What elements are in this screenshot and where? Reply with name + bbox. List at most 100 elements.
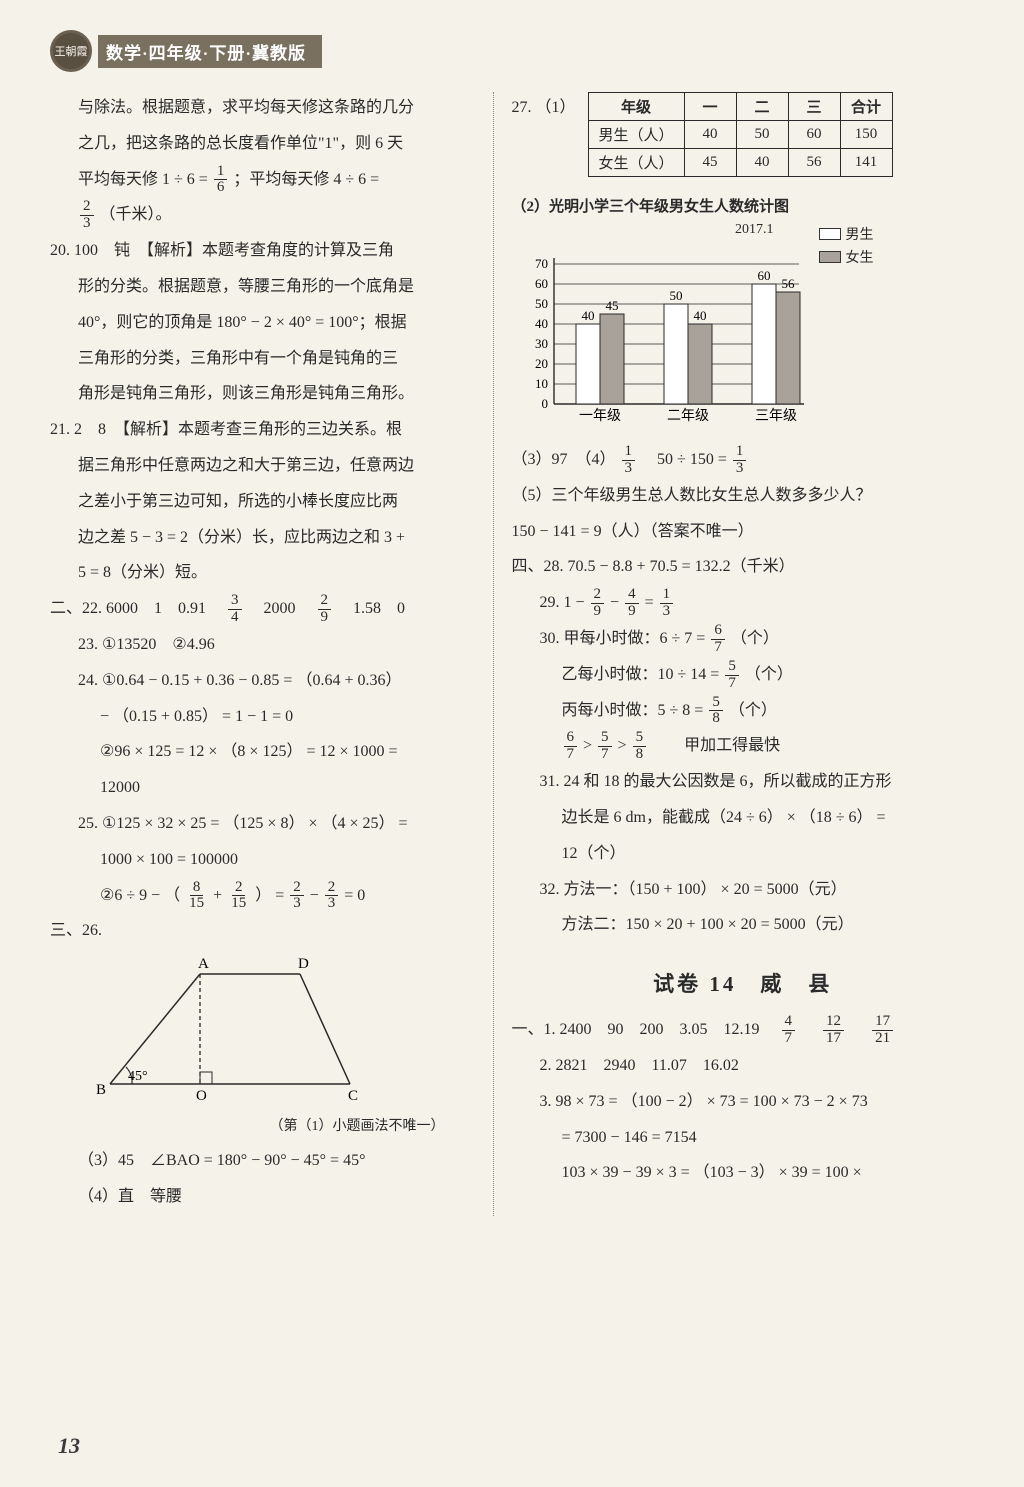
svg-text:56: 56 <box>781 276 795 291</box>
page-header: 王朝霞 数学·四年级·下册·冀教版 <box>50 30 974 72</box>
table-row: 女生（人） 45 40 56 141 <box>588 149 892 177</box>
geometry-figure: A D B C O 45° <box>90 954 475 1109</box>
angle-label: 45° <box>128 1069 148 1084</box>
section-3-q26: 三、26. <box>50 915 475 948</box>
svg-text:三年级: 三年级 <box>755 408 797 424</box>
legend-label: 女生 <box>846 247 874 267</box>
text-fragment: 50 ÷ 150 = <box>641 451 731 468</box>
q27-5-l2: 150 − 141 = 9（人）（答案不唯一） <box>512 516 974 549</box>
cell: 56 <box>788 149 840 177</box>
svg-text:60: 60 <box>757 268 770 283</box>
p2-q3-l3: 103 × 39 − 39 × 3 = （103 − 3） × 39 = 100… <box>512 1157 974 1190</box>
text-line: 三角形的分类，三角形中有一个角是钝角的三 <box>50 343 475 376</box>
vertex-a: A <box>198 956 209 972</box>
legend-label: 男生 <box>846 224 874 244</box>
q29: 29. 1 − 29 − 49 = 13 <box>512 587 974 620</box>
fraction: 13 <box>733 444 747 477</box>
q31-l2: 边长是 6 dm，能截成（24 ÷ 6） × （18 ÷ 6） = <box>512 802 974 835</box>
publisher-badge: 王朝霞 <box>50 30 92 72</box>
chart-title: （2）光明小学三个年级男女生人数统计图 <box>512 195 974 216</box>
text-fragment: （个） <box>745 666 793 683</box>
p2-q3-l2: = 7300 − 146 = 7154 <box>512 1122 974 1155</box>
vertex-c: C <box>348 1088 358 1104</box>
text-line: 23 （千米）。 <box>50 199 475 232</box>
text-fragment: 甲加工得最快 <box>652 737 780 754</box>
vertex-b: B <box>96 1082 106 1098</box>
text-fragment: 丙每小时做：5 ÷ 8 = <box>562 702 708 719</box>
text-line: 之几，把这条路的总长度看作单位"1"，则 6 天 <box>50 128 475 161</box>
svg-text:30: 30 <box>535 336 548 351</box>
trapezoid-svg: A D B C O 45° <box>90 954 370 1104</box>
fraction: 29 <box>591 587 605 620</box>
q20-line: 20. 100 钝 【解析】本题考查角度的计算及三角 <box>50 235 475 268</box>
text-fragment: 1.58 0 <box>337 600 405 617</box>
fraction: 13 <box>660 587 674 620</box>
text-fragment: 一、1. 2400 90 200 3.05 12.19 <box>512 1021 776 1038</box>
col-header: 合计 <box>840 93 892 121</box>
text-line: 40°，则它的顶角是 180° − 2 × 40° = 100°；根据 <box>50 307 475 340</box>
q27-label: 27. （1） <box>512 92 576 124</box>
svg-text:40: 40 <box>581 308 594 323</box>
text-fragment: 二、22. 6000 1 0.91 <box>50 600 222 617</box>
header-title: 数学·四年级·下册·冀教版 <box>98 35 322 68</box>
text-fragment: ；平均每天修 4 ÷ 6 = <box>233 171 379 188</box>
fraction: 29 <box>318 593 332 626</box>
q25-line: 25. ①125 × 32 × 25 = （125 × 8） × （4 × 25… <box>50 808 475 841</box>
sec4-q28: 四、28. 70.5 − 8.8 + 70.5 = 132.2（千米） <box>512 551 974 584</box>
cell: 141 <box>840 149 892 177</box>
text-line: ②96 × 125 = 12 × （8 × 125） = 12 × 1000 = <box>50 736 475 769</box>
text-fragment: 乙每小时做：10 ÷ 14 = <box>562 666 724 683</box>
chart-date: 2017.1 <box>735 222 774 238</box>
q31-l1: 31. 24 和 18 的最大公因数是 6，所以截成的正方形 <box>512 766 974 799</box>
right-column: 27. （1） 年级 一 二 三 合计 男生（人） 40 50 60 150 <box>494 92 974 1216</box>
vertex-o: O <box>196 1088 207 1104</box>
svg-text:0: 0 <box>541 396 548 411</box>
cell: 150 <box>840 121 892 149</box>
fraction: 215 <box>228 880 249 913</box>
text-fragment: = <box>645 594 658 611</box>
cell: 50 <box>736 121 788 149</box>
text-fragment: + <box>213 887 226 904</box>
text-line: 5 = 8（分米）短。 <box>50 557 475 590</box>
fraction: 34 <box>228 593 242 626</box>
table-header-row: 年级 一 二 三 合计 <box>588 93 892 121</box>
text-line: 据三角形中任意两边之和大于第三边，任意两边 <box>50 450 475 483</box>
q26-4: （4）直 等腰 <box>50 1181 475 1214</box>
fraction: 57 <box>725 659 739 692</box>
svg-text:60: 60 <box>535 276 548 291</box>
svg-text:50: 50 <box>669 288 682 303</box>
text-fragment: （千米）。 <box>100 206 172 223</box>
cell: 40 <box>736 149 788 177</box>
cell: 40 <box>684 121 736 149</box>
fraction: 67 <box>711 623 725 656</box>
p2-q1: 一、1. 2400 90 200 3.05 12.19 47 1217 1721 <box>512 1014 974 1047</box>
fraction: 58 <box>709 695 723 728</box>
svg-text:40: 40 <box>693 308 706 323</box>
text-line: 之差小于第三边可知，所选的小棒长度应比两 <box>50 486 475 519</box>
svg-text:70: 70 <box>535 256 548 271</box>
text-line: 边之差 5 − 3 = 2（分米）长，应比两边之和 3 + <box>50 522 475 555</box>
fraction: 47 <box>782 1014 796 1047</box>
svg-text:40: 40 <box>535 316 548 331</box>
text-line: 与除法。根据题意，求平均每天修这条路的几分 <box>50 92 475 125</box>
cell: 男生（人） <box>588 121 684 149</box>
q26-3: （3）45 ∠BAO = 180° − 90° − 45° = 45° <box>50 1145 475 1178</box>
bar-chart: 2017.1 男生 女生 0102030405060704045一年级5040二… <box>524 222 864 432</box>
cell: 女生（人） <box>588 149 684 177</box>
fraction: 815 <box>186 880 207 913</box>
fraction: 1217 <box>823 1014 844 1047</box>
q27-3: （3）97 （4） 13 50 ÷ 150 = 13 <box>512 444 974 477</box>
left-column: 与除法。根据题意，求平均每天修这条路的几分 之几，把这条路的总长度看作单位"1"… <box>50 92 494 1216</box>
q27-5-l1: （5）三个年级男生总人数比女生总人数多多少人？ <box>512 480 974 513</box>
text-line: 形的分类。根据题意，等腰三角形的一个底角是 <box>50 271 475 304</box>
text-fragment: ） = <box>255 887 288 904</box>
text-fragment: 29. 1 − <box>540 594 589 611</box>
text-fragment: 30. 甲每小时做：6 ÷ 7 = <box>540 630 710 647</box>
svg-text:二年级: 二年级 <box>667 408 709 424</box>
q30-l2: 乙每小时做：10 ÷ 14 = 57 （个） <box>512 659 974 692</box>
text-fragment <box>801 1021 817 1038</box>
grade-table: 年级 一 二 三 合计 男生（人） 40 50 60 150 女生（人） 45 … <box>588 92 893 177</box>
table-row: 男生（人） 40 50 60 150 <box>588 121 892 149</box>
bar-chart-svg: 0102030405060704045一年级5040二年级6056三年级 <box>524 244 834 434</box>
fraction: 49 <box>625 587 639 620</box>
